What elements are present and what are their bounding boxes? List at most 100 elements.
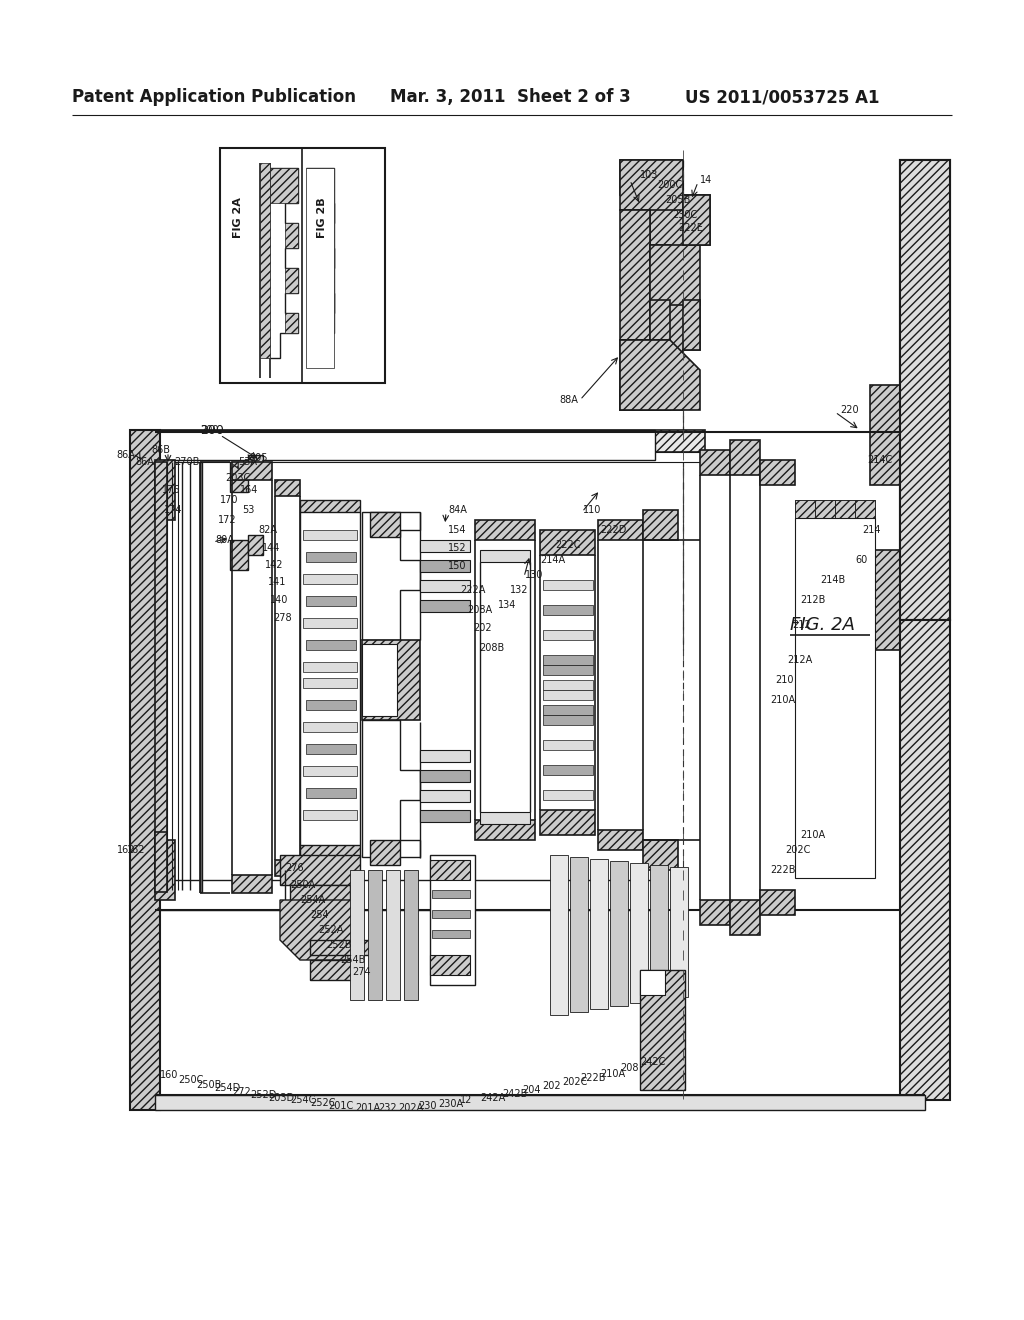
Bar xyxy=(543,680,593,690)
Bar xyxy=(650,300,670,341)
Text: 200C: 200C xyxy=(657,180,682,190)
Bar xyxy=(130,430,160,1110)
Text: 252D: 252D xyxy=(250,1090,276,1100)
Text: 230: 230 xyxy=(418,1101,436,1111)
Text: 176: 176 xyxy=(162,484,180,495)
Text: 212B: 212B xyxy=(800,595,825,605)
Bar xyxy=(303,531,357,540)
Bar xyxy=(543,766,593,775)
Bar xyxy=(155,451,705,462)
Text: 80A: 80A xyxy=(215,535,233,545)
Text: 103: 103 xyxy=(640,170,658,180)
Text: FIG. 2A: FIG. 2A xyxy=(790,616,855,634)
Bar xyxy=(306,788,356,799)
Bar xyxy=(368,870,382,1001)
Text: 254B: 254B xyxy=(340,954,366,965)
Bar xyxy=(643,510,678,540)
Text: 172: 172 xyxy=(218,515,237,525)
Bar xyxy=(730,900,760,935)
Bar xyxy=(550,855,568,1015)
Text: 222B: 222B xyxy=(580,1073,605,1082)
Text: 53A: 53A xyxy=(238,457,257,467)
Bar xyxy=(540,810,595,836)
Text: 60: 60 xyxy=(855,554,867,565)
Text: 205B: 205B xyxy=(665,195,690,205)
Bar xyxy=(306,597,356,606)
Bar xyxy=(285,268,298,293)
Text: 142: 142 xyxy=(265,560,284,570)
Text: FIG 2A: FIG 2A xyxy=(233,198,243,239)
Text: 86B: 86B xyxy=(151,445,170,455)
Bar xyxy=(280,855,360,884)
Text: 86A: 86A xyxy=(116,450,135,459)
Bar xyxy=(870,385,900,484)
Text: 141: 141 xyxy=(268,577,287,587)
Text: 201A: 201A xyxy=(355,1104,380,1113)
Bar xyxy=(306,552,356,562)
Bar xyxy=(650,246,700,305)
Bar xyxy=(430,861,470,880)
Bar xyxy=(155,832,167,892)
Bar xyxy=(543,605,593,615)
Text: 210A: 210A xyxy=(770,696,795,705)
Polygon shape xyxy=(280,900,360,960)
Text: 252A: 252A xyxy=(318,925,343,935)
Bar xyxy=(543,715,593,725)
Bar xyxy=(270,168,298,203)
Bar xyxy=(420,560,470,572)
Bar xyxy=(795,857,815,875)
Bar xyxy=(303,574,357,583)
Bar xyxy=(319,168,334,203)
Text: 202: 202 xyxy=(473,623,492,634)
Text: 201C: 201C xyxy=(328,1101,353,1111)
Bar xyxy=(200,462,202,892)
Bar xyxy=(303,810,357,820)
Bar xyxy=(835,500,855,517)
Bar xyxy=(290,884,350,906)
Bar xyxy=(543,655,593,665)
Bar xyxy=(155,1096,925,1110)
Text: 132: 132 xyxy=(510,585,528,595)
Bar xyxy=(543,705,593,715)
Bar xyxy=(670,867,688,997)
Text: 203D: 203D xyxy=(268,1093,294,1104)
Bar xyxy=(362,644,397,715)
Polygon shape xyxy=(900,160,950,620)
Bar xyxy=(420,750,470,762)
Text: 254C: 254C xyxy=(290,1096,315,1105)
Text: 152: 152 xyxy=(449,543,467,553)
Text: 203C: 203C xyxy=(225,473,250,483)
Bar xyxy=(700,900,730,925)
Text: 250B: 250B xyxy=(196,1080,221,1090)
Polygon shape xyxy=(620,160,710,411)
Text: 12: 12 xyxy=(460,1096,472,1105)
Text: 274: 274 xyxy=(352,968,371,977)
Bar xyxy=(795,500,815,875)
Bar xyxy=(420,810,470,822)
Bar xyxy=(155,430,655,459)
Bar xyxy=(232,462,272,480)
Bar xyxy=(900,160,950,620)
Polygon shape xyxy=(362,512,420,640)
Bar xyxy=(155,462,167,851)
Bar xyxy=(598,830,643,850)
Bar xyxy=(303,663,357,672)
Bar xyxy=(248,455,263,475)
Text: 86A: 86A xyxy=(135,457,154,467)
Bar xyxy=(630,863,648,1003)
Text: 232: 232 xyxy=(378,1104,396,1113)
Bar xyxy=(475,520,535,540)
Text: 170: 170 xyxy=(220,495,239,506)
Text: 82A: 82A xyxy=(258,525,278,535)
Bar xyxy=(306,700,356,710)
Text: US 2011/0053725 A1: US 2011/0053725 A1 xyxy=(685,88,880,106)
Text: 222C: 222C xyxy=(555,540,581,550)
Bar xyxy=(620,160,683,210)
Bar xyxy=(590,859,608,1008)
Text: 214: 214 xyxy=(862,525,881,535)
Bar xyxy=(275,861,300,876)
Bar xyxy=(700,450,730,475)
Polygon shape xyxy=(260,162,270,358)
Bar xyxy=(362,640,420,719)
Text: 144: 144 xyxy=(262,543,281,553)
